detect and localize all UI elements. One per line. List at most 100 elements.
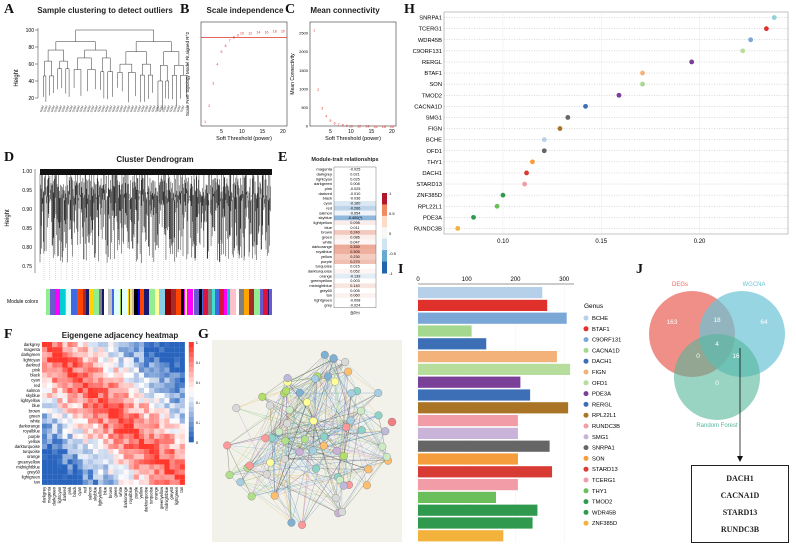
module-row-label: magenta	[24, 347, 41, 352]
legend-swatch	[583, 315, 589, 321]
heatmap-cell	[169, 387, 175, 394]
module-name: greenyellow	[311, 278, 332, 283]
heatmap-cell	[169, 474, 175, 480]
heatmap-cell	[82, 372, 88, 378]
module-row-label: orange	[27, 454, 41, 459]
heatmap-cell	[123, 469, 129, 475]
heatmap-cell	[87, 352, 94, 358]
heatmap-cell	[47, 342, 53, 348]
heatmap-cell	[123, 459, 129, 465]
heatmap-cell	[47, 423, 53, 429]
heatmap-cell	[52, 352, 58, 358]
heatmap-cell	[118, 479, 124, 485]
heatmap-cell	[179, 469, 185, 475]
module-row-label: skyblue	[26, 393, 41, 398]
data-point: 14	[365, 125, 369, 129]
heatmap-cell	[108, 454, 114, 460]
network-edge	[251, 437, 272, 497]
heatmap-cell	[123, 387, 129, 394]
heatmap-cell	[82, 367, 88, 373]
network-edge	[227, 410, 362, 446]
network-edge	[249, 405, 271, 466]
heatmap-cell	[174, 408, 180, 414]
tick-label: 15	[260, 129, 266, 135]
module-value: 0.052	[350, 269, 360, 273]
network-edge	[270, 462, 343, 513]
gene-label: CACNA1D	[414, 104, 442, 110]
heatmap-cell	[164, 413, 170, 419]
heatmap-cell	[62, 387, 68, 394]
module-value: 0.140	[350, 284, 360, 288]
module-cell	[334, 293, 376, 298]
heatmap-cell	[133, 377, 139, 383]
heatmap-cell	[174, 347, 180, 353]
scale-label: 0.2	[196, 420, 200, 425]
heatmap-cell	[57, 428, 63, 434]
heatmap-cell	[67, 367, 73, 373]
heatmap-cell	[123, 474, 129, 480]
module-cell	[334, 210, 376, 216]
heatmap-cell	[93, 474, 99, 480]
heatmap-cell	[123, 444, 129, 450]
module-col-label: darkred	[62, 486, 67, 501]
venn-count: 18	[713, 317, 721, 324]
heatmap-cell	[164, 459, 170, 465]
heatmap-cell	[108, 469, 114, 475]
heatmap-cell	[159, 449, 165, 455]
module-cell	[334, 176, 376, 182]
module-color-band	[199, 289, 202, 315]
module-color-band	[171, 289, 176, 315]
heatmap-cell	[174, 393, 180, 399]
heatmap-cell	[159, 398, 165, 404]
module-col-label: darkgrey	[42, 486, 47, 503]
heatmap-cell	[154, 418, 160, 424]
heatmap-cell	[77, 474, 83, 480]
module-color-band	[114, 289, 120, 315]
bar	[418, 415, 518, 427]
network-edge	[268, 435, 344, 457]
module-row-label: darkred	[26, 362, 41, 367]
heatmap-cell	[154, 387, 160, 394]
heatmap-cell	[113, 342, 119, 348]
heatmap-cell	[138, 352, 145, 358]
tick-label: 100	[26, 28, 35, 34]
module-value: 0.025	[350, 177, 360, 181]
heatmap-cell	[62, 418, 68, 424]
legend-label: FIGN	[592, 370, 606, 376]
heatmap-cell	[159, 408, 165, 414]
heatmap-cell	[87, 403, 94, 409]
heatmap-cell	[67, 428, 73, 434]
tick-label: 0.80	[22, 245, 32, 251]
module-name: green	[322, 235, 332, 240]
sample-id-text: GSM	[143, 105, 149, 113]
heatmap-cell	[42, 449, 48, 455]
sample-id-text: GSM	[93, 105, 99, 113]
heatmap-cell	[128, 367, 134, 373]
network-edge	[227, 445, 344, 457]
sample-id-text: GSM	[132, 105, 138, 113]
heatmap-cell	[123, 367, 129, 373]
heatmap-cell	[113, 423, 119, 429]
module-colors-label: Module colors	[7, 299, 39, 305]
heatmap-cell	[87, 408, 94, 414]
heatmap-cell	[159, 377, 165, 383]
heatmap-cell	[133, 362, 139, 368]
heatmap-cell	[138, 474, 145, 480]
venn-count: 64	[760, 319, 768, 326]
heatmap-cell	[98, 418, 104, 424]
heatmap-cell	[52, 382, 58, 388]
module-col-label: orange	[154, 486, 159, 500]
bar	[418, 504, 538, 516]
panel-g-network	[212, 340, 402, 542]
heatmap-cell	[72, 377, 78, 383]
gene-label: WDR45B	[418, 38, 442, 44]
arrow-head	[737, 456, 743, 462]
heatmap-cell	[103, 418, 109, 424]
heatmap-cell	[138, 403, 145, 409]
plot-frame	[309, 21, 397, 127]
heatmap-cell	[57, 464, 63, 470]
heatmap-cell	[154, 413, 160, 419]
module-cell	[334, 249, 376, 255]
network-edge	[291, 359, 334, 523]
heatmap-cell	[118, 433, 124, 439]
